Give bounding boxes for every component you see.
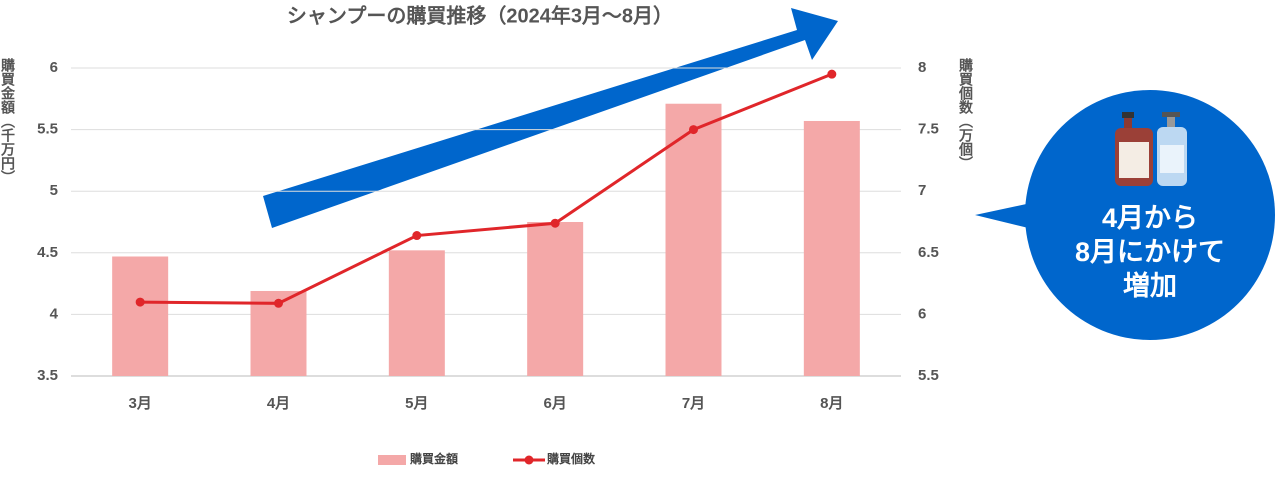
legend-swatch [378, 455, 406, 465]
callout-text: 8月にかけて [1075, 237, 1225, 267]
bar [527, 222, 584, 376]
bar [388, 250, 445, 376]
bar [803, 120, 860, 376]
line [140, 72, 833, 305]
line-point [274, 298, 283, 308]
y-tick-label: 5.5 [37, 121, 58, 138]
bottle-icons [1115, 112, 1187, 186]
bar [112, 256, 169, 376]
y2-tick-label: 5.5 [918, 367, 939, 384]
y2-tick-label: 7.5 [918, 121, 939, 138]
y2-tick-label: 6.5 [918, 244, 939, 261]
chart-title: シャンプーの購買推移（2024年3月〜8月） [287, 3, 673, 27]
x-tick-label: 5月 [405, 395, 428, 412]
y2-tick-label: 8 [918, 59, 926, 76]
y-tick-label: 5 [50, 182, 58, 199]
legend-label: 購買個数 [546, 451, 596, 466]
line-point [135, 297, 145, 307]
callout-text: 増加 [1123, 270, 1177, 301]
legend-swatch [524, 455, 534, 465]
y-axis-title: 購買金額（千万円） [0, 57, 16, 184]
line-point [412, 231, 422, 241]
x-tick-label: 3月 [128, 395, 151, 412]
y-tick-label: 4.5 [37, 244, 58, 261]
y2-tick-label: 6 [918, 305, 926, 322]
callout-bubble [1025, 90, 1275, 340]
callout-text: 4月から [1102, 203, 1198, 233]
y2-tick-label: 7 [918, 182, 926, 199]
line-point [550, 218, 560, 228]
callout [975, 90, 1275, 340]
x-tick-label: 8月 [820, 395, 843, 412]
line-point [689, 125, 698, 135]
y-tick-label: 6 [50, 59, 58, 76]
y-tick-label: 4 [50, 305, 59, 322]
legend-label: 購買金額 [409, 451, 458, 466]
x-tick-label: 4月 [267, 395, 290, 412]
trend-arrow [263, 8, 838, 228]
y-tick-label: 3.5 [37, 367, 58, 384]
x-tick-label: 7月 [682, 395, 705, 412]
bar [665, 103, 722, 376]
x-tick-label: 6月 [543, 395, 566, 412]
line-point [827, 69, 837, 79]
y2-axis-title: 購買個数（万個） [958, 57, 974, 170]
